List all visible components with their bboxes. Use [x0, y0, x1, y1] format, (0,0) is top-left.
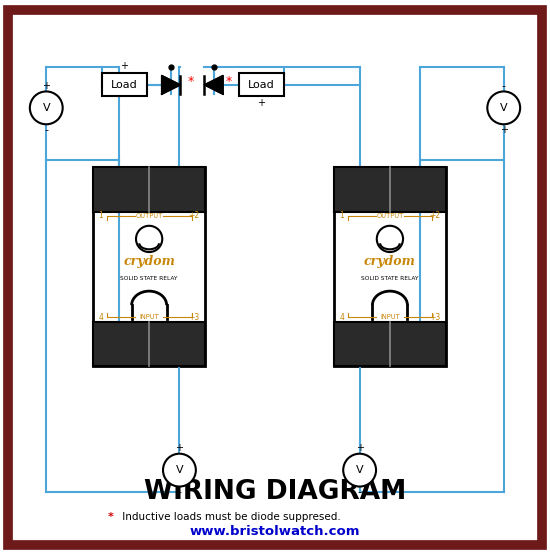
Text: 4: 4	[98, 312, 103, 322]
Circle shape	[107, 332, 131, 356]
Text: INPUT: INPUT	[380, 314, 400, 320]
Text: +3: +3	[430, 312, 441, 322]
Bar	[93, 166, 205, 366]
Text: 1: 1	[339, 211, 344, 220]
Text: -: -	[178, 487, 182, 497]
Text: SOLID STATE RELAY: SOLID STATE RELAY	[120, 276, 178, 281]
Text: www.bristolwatch.com: www.bristolwatch.com	[190, 526, 360, 538]
Text: +: +	[356, 443, 364, 453]
Circle shape	[167, 177, 191, 201]
Circle shape	[343, 453, 376, 487]
Bar	[334, 166, 446, 211]
Text: crydom: crydom	[123, 255, 175, 268]
Text: Load: Load	[248, 80, 274, 90]
Bar	[334, 166, 446, 366]
Text: INPUT: INPUT	[139, 314, 159, 320]
Text: OUTPUT: OUTPUT	[376, 213, 404, 219]
Circle shape	[487, 92, 520, 124]
Text: SOLID STATE RELAY: SOLID STATE RELAY	[361, 276, 419, 281]
Text: crydom: crydom	[364, 255, 416, 268]
Text: +: +	[42, 81, 50, 91]
Text: *: *	[108, 512, 114, 522]
Text: -: -	[358, 487, 362, 497]
Text: +2: +2	[430, 211, 441, 220]
Circle shape	[136, 226, 162, 252]
Text: V: V	[356, 465, 364, 475]
Text: +2: +2	[189, 211, 200, 220]
Text: +3: +3	[189, 312, 200, 322]
Text: V: V	[175, 465, 183, 475]
Circle shape	[348, 332, 372, 356]
Text: WIRING DIAGRAM: WIRING DIAGRAM	[144, 479, 406, 505]
Polygon shape	[162, 75, 180, 94]
Text: OUTPUT: OUTPUT	[135, 213, 163, 219]
Text: -: -	[502, 81, 506, 91]
Circle shape	[167, 332, 191, 356]
Text: Inductive loads must be diode suppresed.: Inductive loads must be diode suppresed.	[119, 512, 341, 522]
Circle shape	[348, 177, 372, 201]
Text: 4: 4	[339, 312, 344, 322]
Circle shape	[377, 226, 403, 252]
Text: Load: Load	[111, 80, 138, 90]
Bar	[93, 166, 205, 211]
Text: +: +	[120, 61, 129, 71]
Bar	[102, 73, 147, 97]
Polygon shape	[205, 75, 223, 94]
Text: +: +	[500, 125, 508, 135]
Circle shape	[408, 332, 432, 356]
Circle shape	[408, 177, 432, 201]
Text: -: -	[44, 125, 48, 135]
Bar	[239, 73, 284, 97]
Text: *: *	[188, 75, 194, 88]
Text: V: V	[42, 103, 50, 113]
Text: *: *	[226, 75, 232, 88]
Text: +: +	[175, 443, 184, 453]
Bar	[93, 321, 205, 366]
Text: +: +	[257, 98, 265, 108]
Text: V: V	[500, 103, 508, 113]
Circle shape	[163, 453, 196, 487]
Bar	[334, 321, 446, 366]
Circle shape	[107, 177, 131, 201]
Text: 1: 1	[98, 211, 103, 220]
Circle shape	[30, 92, 63, 124]
